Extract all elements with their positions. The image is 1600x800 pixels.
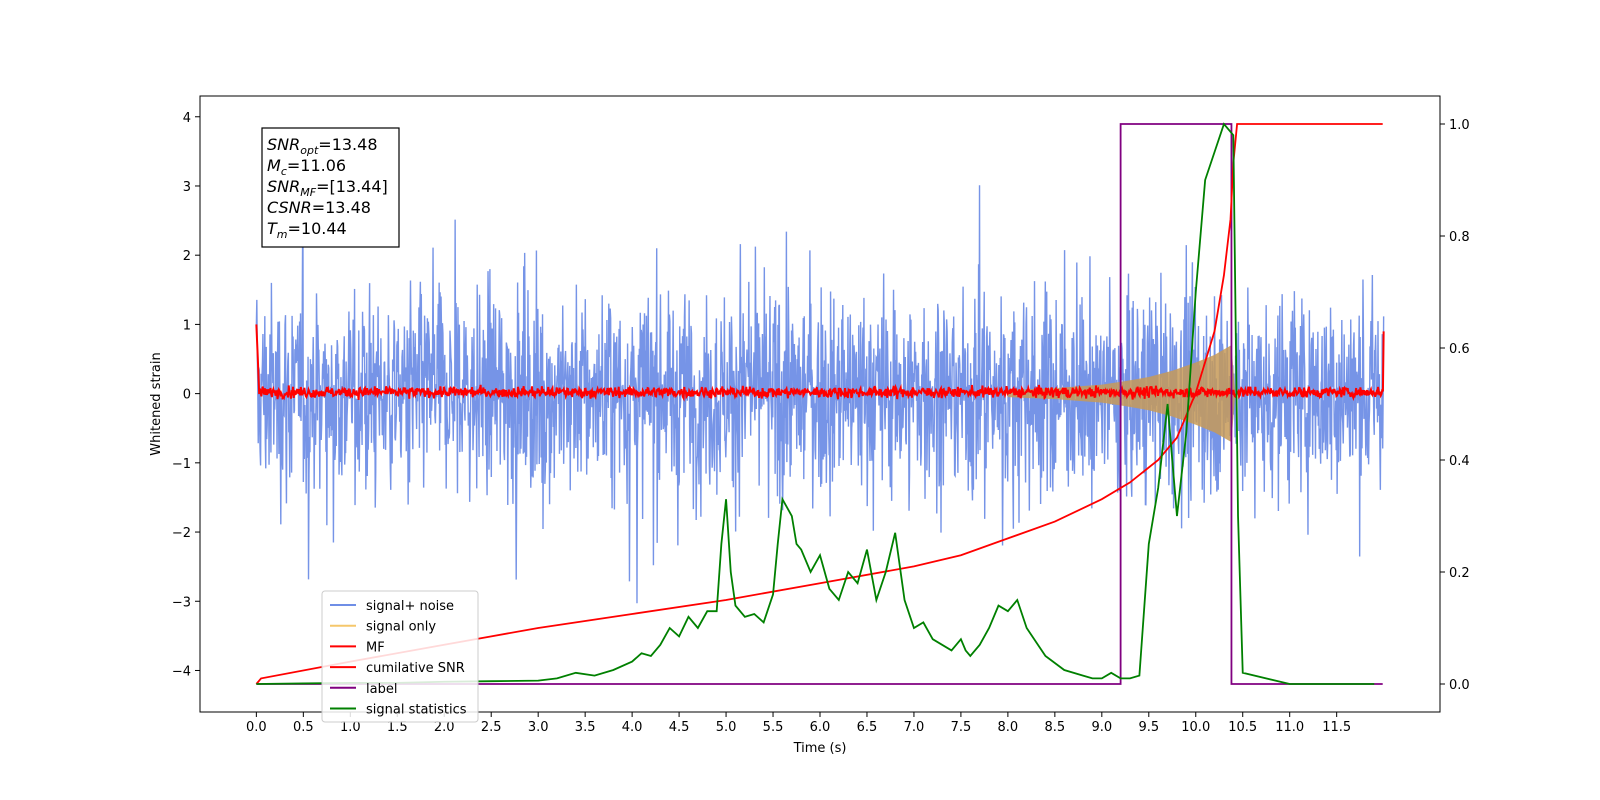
x-axis: 0.0 0.5 1.0 1.5 2.0 2.5 3.0 3.5 4.0 4.5 5.0 5.5 6.0 6… [246, 712, 1351, 735]
x-tick-label: 3.5 [575, 720, 596, 735]
y-tick-label: 1 [183, 318, 191, 333]
x-tick-label: 0.5 [293, 720, 314, 735]
y2-tick-label: 0.4 [1449, 454, 1470, 469]
x-tick-label: 3.0 [528, 720, 549, 735]
annotation-line: SNRopt=13.48 [267, 135, 378, 157]
x-tick-label: 8.0 [998, 720, 1019, 735]
y-tick-label: −3 [172, 595, 191, 610]
y2-tick-label: 0.8 [1449, 230, 1470, 245]
x-tick-label: 8.5 [1045, 720, 1066, 735]
legend-label: signal+ noise [366, 599, 454, 614]
legend-label: signal only [366, 620, 436, 635]
x-tick-label: 2.5 [481, 720, 502, 735]
x-tick-label: 11.0 [1275, 720, 1304, 735]
y2-tick-label: 0.6 [1449, 342, 1470, 357]
y2-tick-label: 0.2 [1449, 566, 1470, 581]
annotation-frame [261, 127, 400, 248]
stats-annotation-box: SNRopt=13.48Mc=11.06SNRMF=[13.44]CSNR=13… [261, 127, 400, 248]
x-tick-label: 0.0 [246, 720, 267, 735]
y-tick-label: −2 [172, 526, 191, 541]
x-tick-label: 1.0 [340, 720, 361, 735]
legend-label: cumilative SNR [366, 661, 465, 676]
x-tick-label: 7.0 [904, 720, 925, 735]
x-axis-label: Time (s) [793, 741, 847, 756]
annotation-line: SNRMF=[13.44] [267, 177, 388, 199]
legend: signal+ noise signal only MF cumilative SNR… [321, 590, 479, 723]
x-tick-label: 11.5 [1322, 720, 1351, 735]
x-tick-label: 4.0 [622, 720, 643, 735]
x-tick-label: 10.0 [1181, 720, 1210, 735]
y-tick-label: 3 [183, 180, 191, 195]
x-tick-label: 2.0 [434, 720, 455, 735]
legend-label: MF [366, 640, 385, 655]
x-tick-label: 7.5 [951, 720, 972, 735]
x-tick-label: 5.5 [763, 720, 784, 735]
plot-area [255, 122, 1385, 685]
legend-frame [321, 590, 479, 723]
y-tick-label: 0 [183, 388, 191, 403]
series-cumulative-snr [255, 123, 1383, 685]
x-tick-label: 6.5 [857, 720, 878, 735]
annotation-line: Mc=11.06 [267, 156, 346, 178]
annotation-line: CSNR=13.48 [267, 198, 371, 217]
x-tick-label: 9.5 [1138, 720, 1159, 735]
x-tick-label: 6.0 [810, 720, 831, 735]
legend-label: label [366, 682, 397, 697]
y-axis-right: 1.0 0.8 0.6 0.4 0.2 0.0 [1440, 118, 1470, 693]
legend-label: signal statistics [366, 703, 467, 718]
x-tick-label: 9.0 [1091, 720, 1112, 735]
y2-tick-label: 1.0 [1449, 118, 1470, 133]
y2-tick-label: 0.0 [1449, 678, 1470, 693]
series-signal-only [1007, 345, 1236, 443]
y-tick-label: −1 [172, 457, 191, 472]
annotation-line: Tm=10.44 [267, 219, 347, 241]
series-label [256, 123, 1383, 685]
x-tick-label: 5.0 [716, 720, 737, 735]
y-axis-left: 4 3 2 1 0 −1 −2 −3 −4 [172, 111, 200, 679]
x-tick-label: 10.5 [1228, 720, 1257, 735]
y-tick-label: 4 [183, 111, 191, 126]
x-tick-label: 1.5 [387, 720, 408, 735]
x-tick-label: 4.5 [669, 720, 690, 735]
y-axis-label: Whitened strain [149, 352, 164, 455]
series-signal-statistics [256, 122, 1375, 685]
y-tick-label: −4 [172, 664, 191, 679]
y-tick-label: 2 [183, 249, 191, 264]
